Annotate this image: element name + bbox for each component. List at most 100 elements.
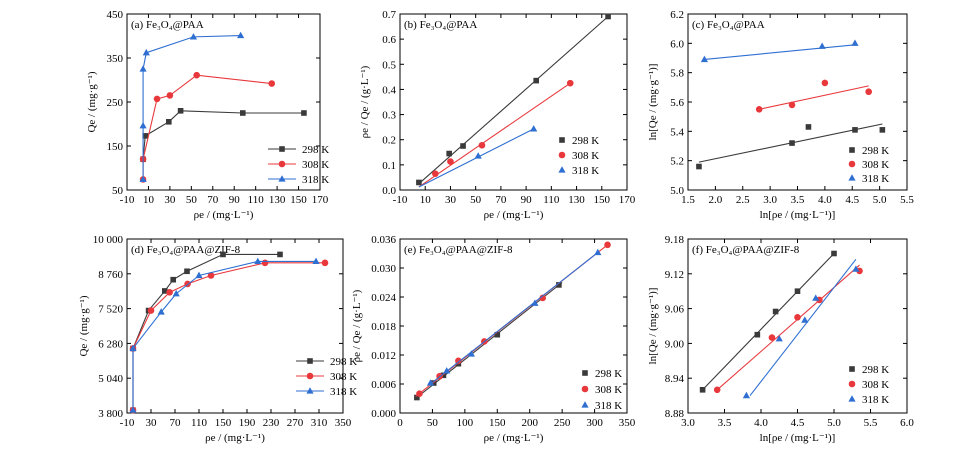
data-point bbox=[261, 259, 269, 267]
x-axis-label: ρe / (mg·L⁻¹) bbox=[205, 432, 265, 444]
data-point bbox=[794, 314, 801, 321]
legend: 298 K 308 K 318 K bbox=[558, 135, 599, 177]
legend-marker bbox=[848, 380, 856, 388]
data-point bbox=[594, 248, 602, 256]
y-tick-label: 10 000 bbox=[93, 234, 124, 246]
x-axis-label: ln[ρe / (mg·L⁻¹)] bbox=[760, 209, 836, 221]
legend-label: 298 K bbox=[302, 144, 329, 156]
legend-marker bbox=[581, 385, 589, 393]
x-tick-label: 10 bbox=[420, 194, 432, 206]
legend-label: 298 K bbox=[330, 356, 357, 368]
x-tick-label: 150 bbox=[489, 417, 506, 429]
y-tick-label: 8 760 bbox=[98, 269, 123, 281]
legend-marker bbox=[849, 147, 855, 153]
series-318k bbox=[700, 39, 859, 63]
x-tick-label: -10 bbox=[393, 194, 408, 206]
y-axis-label: Qe / (mg·g⁻¹) bbox=[86, 71, 98, 132]
y-tick-label: 5.8 bbox=[670, 68, 684, 80]
panel-label: (b) Fe₃O₄@PAA bbox=[404, 19, 477, 31]
legend-marker bbox=[559, 137, 565, 143]
x-tick-label: 170 bbox=[619, 194, 636, 206]
fit-line bbox=[716, 264, 860, 391]
chart-panel-6: 3.0 3.5 4.0 4.5 5.0 5.5 6.0 8.88 8.94 9.00 9.06 9.1… bbox=[647, 234, 914, 444]
legend-label: 308 K bbox=[572, 150, 599, 162]
series-308k bbox=[129, 259, 329, 414]
data-point bbox=[142, 48, 150, 56]
y-tick-label: 5.4 bbox=[670, 126, 684, 138]
data-point bbox=[220, 251, 226, 258]
data-point bbox=[539, 294, 546, 302]
data-point bbox=[533, 77, 539, 84]
chart-panel-1: -10 10 30 50 70 90 110 130 150 170 50 150 250 350 450 ρ… bbox=[86, 9, 329, 221]
data-point bbox=[312, 257, 320, 265]
legend-marker bbox=[848, 395, 856, 402]
data-point bbox=[556, 282, 562, 288]
series-308k bbox=[755, 79, 872, 113]
data-point bbox=[440, 372, 447, 379]
series-298k bbox=[414, 282, 563, 401]
data-point bbox=[775, 334, 783, 342]
x-tick-label: 200 bbox=[521, 417, 538, 429]
legend-marker bbox=[278, 160, 286, 168]
data-point bbox=[812, 294, 820, 301]
legend-marker bbox=[581, 401, 589, 408]
x-tick-label: 70 bbox=[495, 194, 507, 206]
y-axis-label: ρe / Qe / (g·L⁻¹) bbox=[359, 65, 371, 138]
plot-frame bbox=[399, 13, 628, 191]
legend-marker bbox=[582, 370, 588, 376]
data-point bbox=[142, 133, 149, 139]
legend: 298 K 308 K 318 K bbox=[268, 144, 329, 186]
data-point bbox=[851, 39, 859, 46]
y-tick-label: 9.00 bbox=[665, 338, 685, 350]
panel-label: (a) Fe₃O₄@PAA bbox=[131, 19, 204, 31]
data-point bbox=[879, 127, 886, 133]
plot-frame bbox=[399, 238, 628, 414]
y-tick-label: 50 bbox=[112, 185, 124, 197]
x-tick-label: 10 bbox=[143, 194, 155, 206]
y-tick-label: 350 bbox=[107, 53, 124, 65]
data-point bbox=[139, 121, 147, 129]
x-tick-label: 110 bbox=[543, 194, 560, 206]
data-point bbox=[772, 308, 779, 315]
y-tick-label: 8.94 bbox=[665, 373, 685, 385]
x-tick-label: 50 bbox=[427, 417, 439, 429]
x-tick-label: 70 bbox=[170, 417, 182, 429]
data-point bbox=[467, 350, 475, 357]
series-298k bbox=[416, 13, 611, 186]
x-tick-label: 170 bbox=[312, 194, 329, 206]
legend-label: 318 K bbox=[595, 400, 622, 412]
fit-line bbox=[704, 44, 856, 61]
x-tick-label: 150 bbox=[594, 194, 611, 206]
y-tick-label: 5.2 bbox=[670, 156, 684, 168]
data-point bbox=[852, 265, 860, 272]
data-point bbox=[821, 79, 829, 87]
y-tick-label: 0.000 bbox=[371, 408, 396, 420]
x-axis-label: ρe / (mg·L⁻¹) bbox=[484, 432, 544, 444]
x-tick-label: 50 bbox=[470, 194, 482, 206]
data-point bbox=[530, 125, 538, 132]
fit-line bbox=[428, 252, 599, 386]
x-tick-label: 1.5 bbox=[681, 194, 695, 206]
x-tick-label: 5.0 bbox=[827, 417, 841, 429]
x-tick-label: 30 bbox=[445, 194, 457, 206]
x-tick-label: 110 bbox=[191, 417, 208, 429]
data-point bbox=[129, 406, 137, 413]
x-axis-label: ln[ρe / (mg·L⁻¹)] bbox=[760, 432, 836, 444]
legend-label: 298 K bbox=[862, 145, 889, 157]
x-tick-label: 30 bbox=[146, 417, 158, 429]
x-tick-label: 270 bbox=[287, 417, 304, 429]
data-point bbox=[237, 31, 245, 39]
data-point bbox=[166, 119, 172, 125]
data-point bbox=[801, 316, 809, 323]
legend: 298 K 308 K 318 K bbox=[581, 368, 622, 412]
data-point bbox=[268, 80, 276, 87]
data-point bbox=[818, 42, 826, 49]
data-point bbox=[455, 357, 462, 365]
x-tick-label: 5.5 bbox=[864, 417, 878, 429]
x-tick-label: 50 bbox=[186, 194, 198, 206]
data-point bbox=[852, 127, 858, 133]
legend-label: 318 K bbox=[330, 386, 357, 398]
data-point bbox=[240, 110, 246, 116]
fit-line bbox=[759, 85, 869, 110]
